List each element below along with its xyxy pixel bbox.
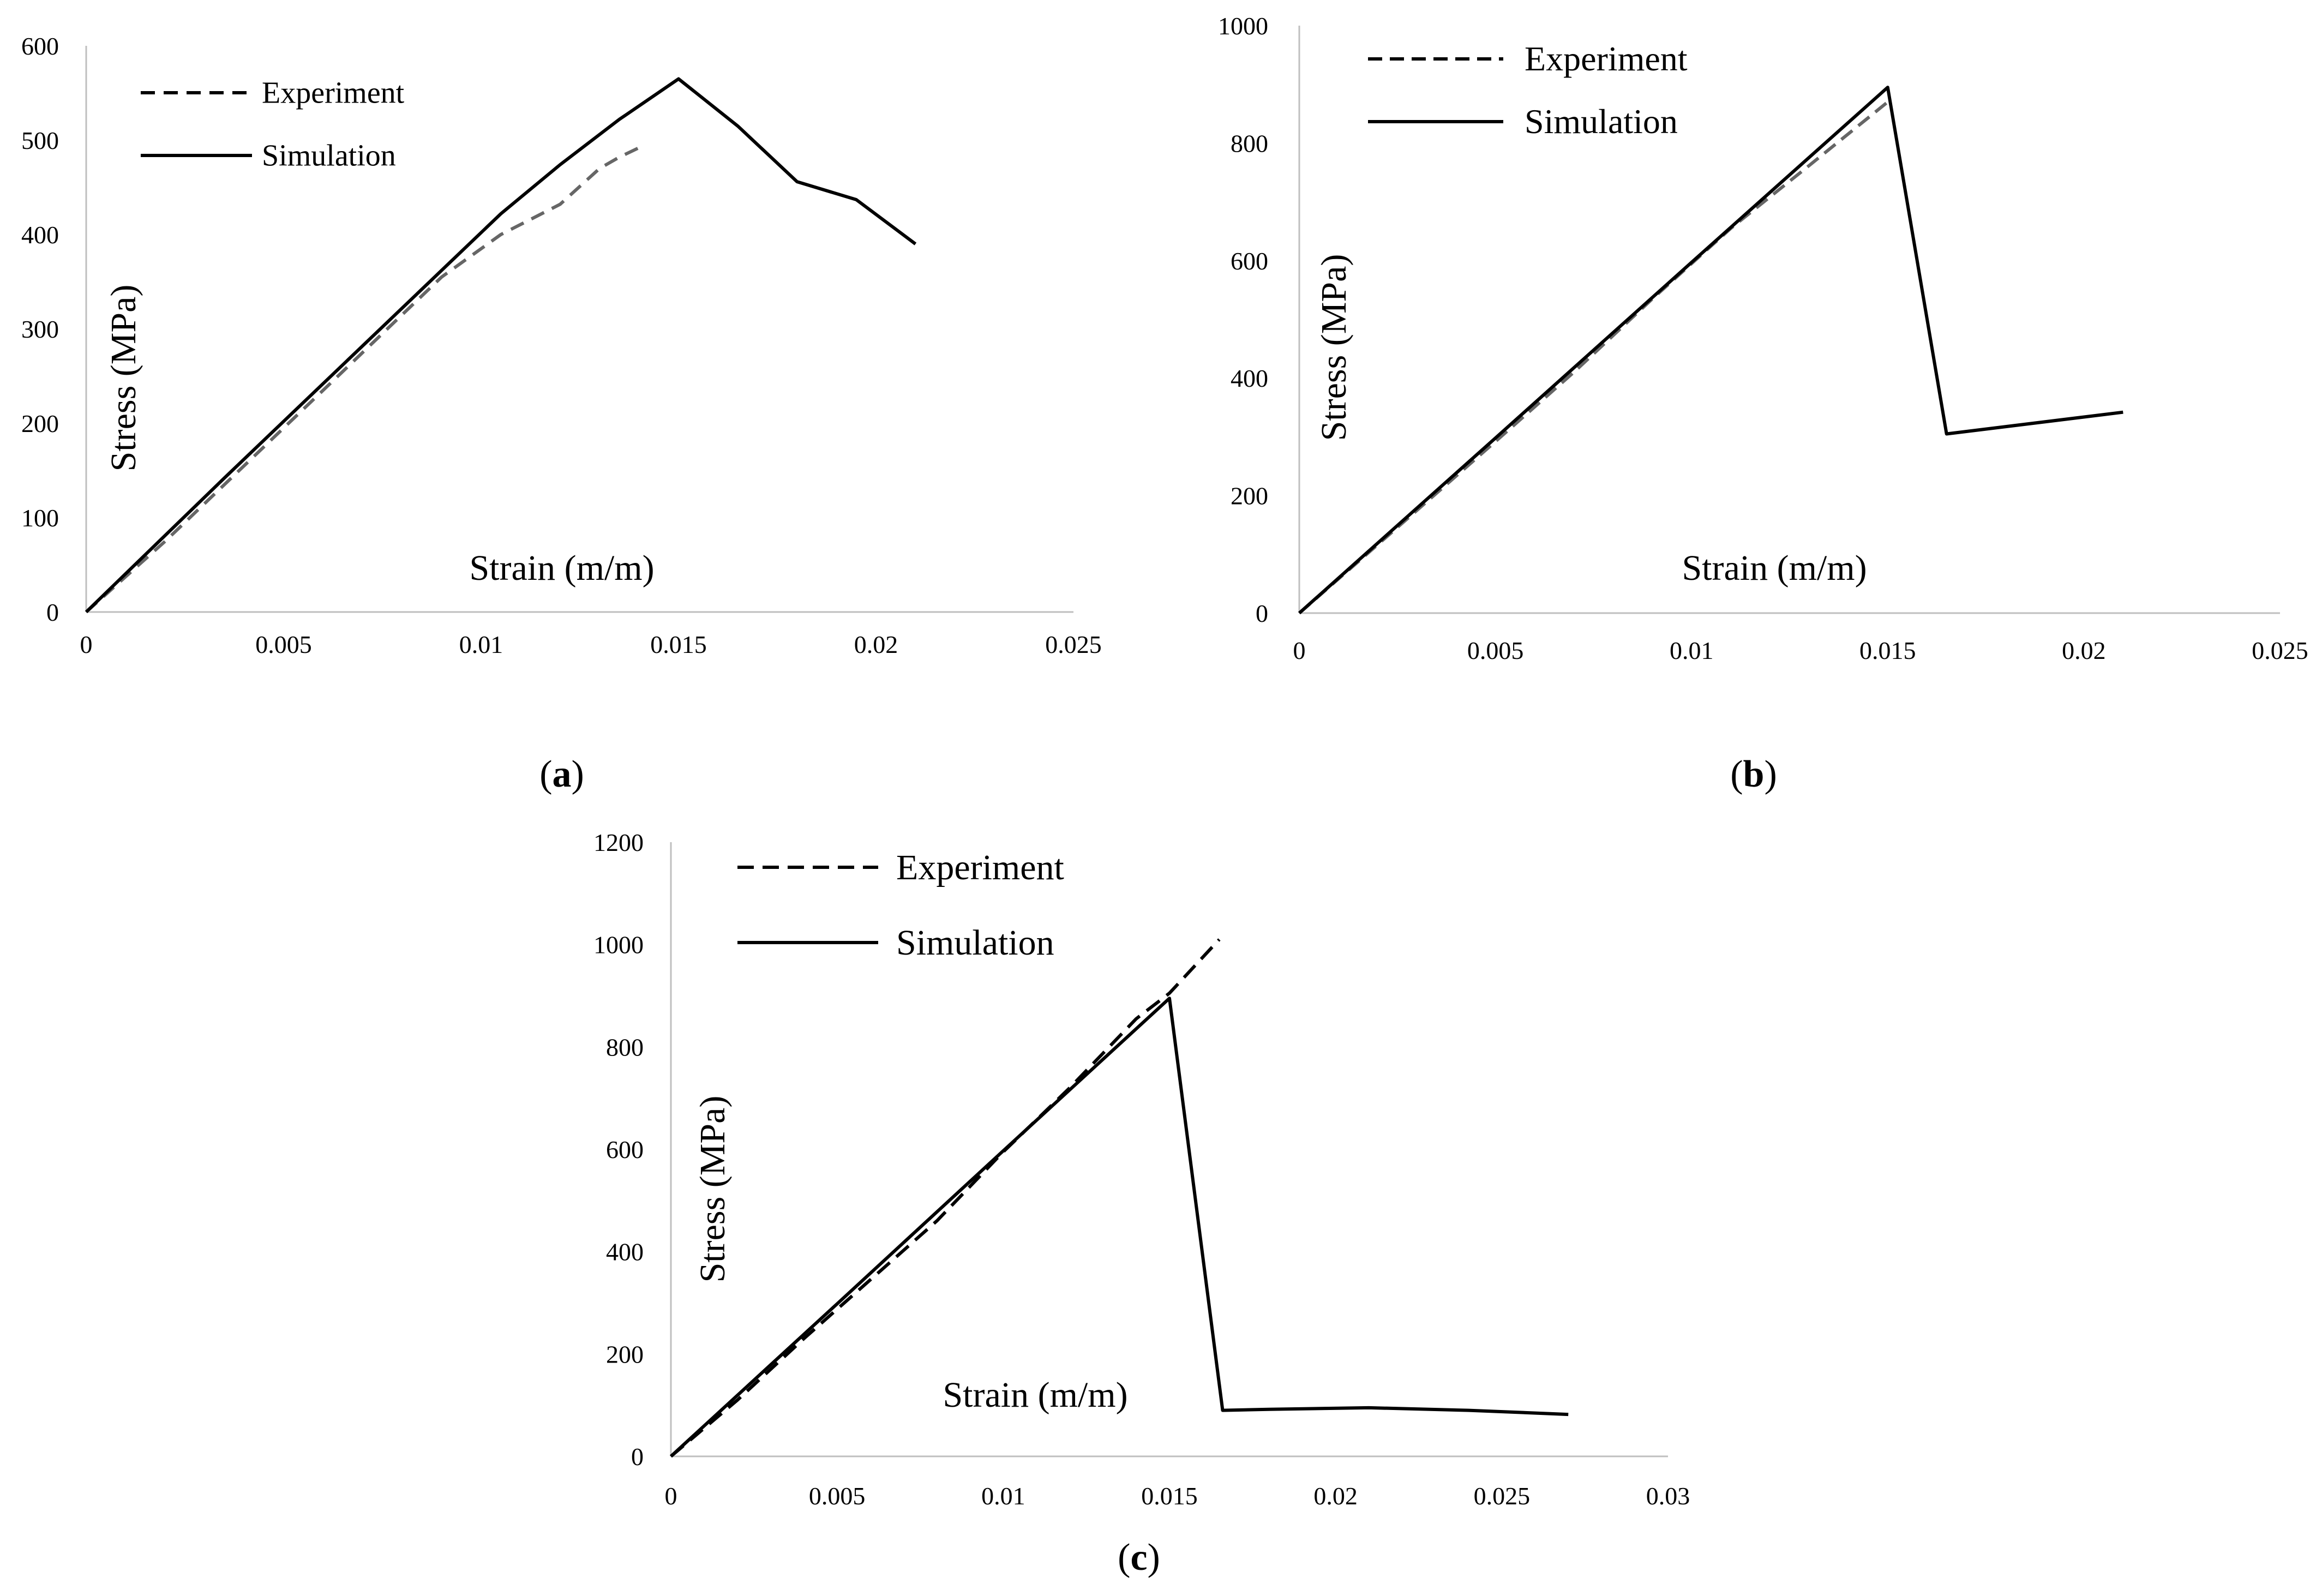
chart-b: 0 200 400 600 800 1000 0 0.005 0.01 0.015 0.02 0.02… [1218,12,2308,795]
y-tick-label: 1000 [593,931,644,959]
legend-label-simulation: Simulation [262,139,396,172]
series-line-simulation [1298,86,2123,615]
x-tick-label: 0.03 [1646,1482,1690,1510]
x-tick-label: 0.02 [1313,1482,1358,1510]
caption-paren: ) [572,753,584,795]
legend-label-simulation: Simulation [1525,102,1678,141]
y-tick-label: 300 [21,315,59,343]
y-tick-label: 0 [46,598,59,626]
caption-letter: c [1130,1537,1147,1579]
legend: Experiment Simulation [737,848,1064,963]
y-tick-label: 0 [631,1443,644,1471]
y-tick-label: 200 [606,1340,644,1368]
series-line-experiment [1298,100,1889,615]
legend: Experiment Simulation [141,76,405,172]
caption-paren: ( [1730,753,1743,795]
y-axis-title: Stress (MPa) [693,1096,733,1283]
y-tick-label: 400 [1231,364,1268,392]
chart-a: 0 100 200 300 400 500 600 0 0.005 0.01 0.015 0.02 0.… [21,32,1102,795]
y-axis-title: Stress (MPa) [1314,254,1354,441]
legend-label-simulation: Simulation [896,923,1054,963]
legend-label-experiment: Experiment [1525,39,1688,78]
x-tick-label: 0.01 [459,631,503,658]
caption-paren: ( [539,753,552,795]
series-line-experiment [85,146,640,614]
x-tick-label: 0 [80,631,93,658]
x-tick-label: 0 [665,1482,677,1510]
x-axis-title: Strain (m/m) [469,548,654,588]
legend: Experiment Simulation [1368,39,1688,141]
caption-paren: ( [1118,1537,1130,1579]
y-axis-title: Stress (MPa) [104,285,143,472]
caption-paren: ) [1764,753,1777,795]
x-tick-label: 0.015 [1859,637,1916,664]
x-axis-title: Strain (m/m) [1682,548,1867,588]
legend-label-experiment: Experiment [896,848,1064,887]
x-tick-label: 0.005 [809,1482,866,1510]
caption-paren: ) [1148,1537,1160,1579]
x-tick-label: 0.005 [1467,637,1524,664]
legend-label-experiment: Experiment [262,76,405,110]
y-tick-label: 0 [1256,599,1268,627]
panel-caption: (a) [539,753,584,795]
y-tick-label: 200 [1231,482,1268,510]
x-tick-label: 0 [1293,637,1306,664]
caption-letter: a [553,753,572,795]
caption-letter: b [1743,753,1765,795]
y-tick-label: 500 [21,127,59,154]
x-tick-label: 0.025 [1474,1482,1531,1510]
y-tick-label: 600 [1231,247,1268,275]
y-tick-label: 800 [606,1033,644,1061]
series-line-experiment [670,938,1221,1458]
x-tick-label: 0.01 [981,1482,1025,1510]
y-tick-label: 1000 [1218,12,1268,40]
y-tick-label: 600 [21,32,59,60]
series-line-simulation [85,77,917,614]
x-tick-label: 0.02 [854,631,898,658]
x-tick-label: 0.015 [1141,1482,1198,1510]
y-tick-label: 100 [21,504,59,532]
series-line-simulation [669,997,1569,1458]
x-tick-label: 0.025 [1045,631,1102,658]
x-tick-label: 0.025 [2252,637,2308,664]
chart-c: 0 200 400 600 800 1000 1200 0 0.005 0.01 0.015 0.02… [593,829,1690,1579]
y-tick-label: 200 [21,410,59,437]
x-tick-label: 0.02 [2062,637,2106,664]
y-tick-label: 400 [606,1238,644,1266]
y-tick-label: 1200 [593,829,644,856]
x-tick-label: 0.015 [650,631,707,658]
y-tick-label: 600 [606,1136,644,1163]
panel-caption: (c) [1118,1537,1160,1579]
x-tick-label: 0.005 [255,631,312,658]
y-tick-label: 800 [1231,129,1268,157]
x-tick-label: 0.01 [1670,637,1714,664]
panel-caption: (b) [1730,753,1777,795]
x-axis-title: Strain (m/m) [943,1375,1127,1415]
y-tick-label: 400 [21,221,59,249]
